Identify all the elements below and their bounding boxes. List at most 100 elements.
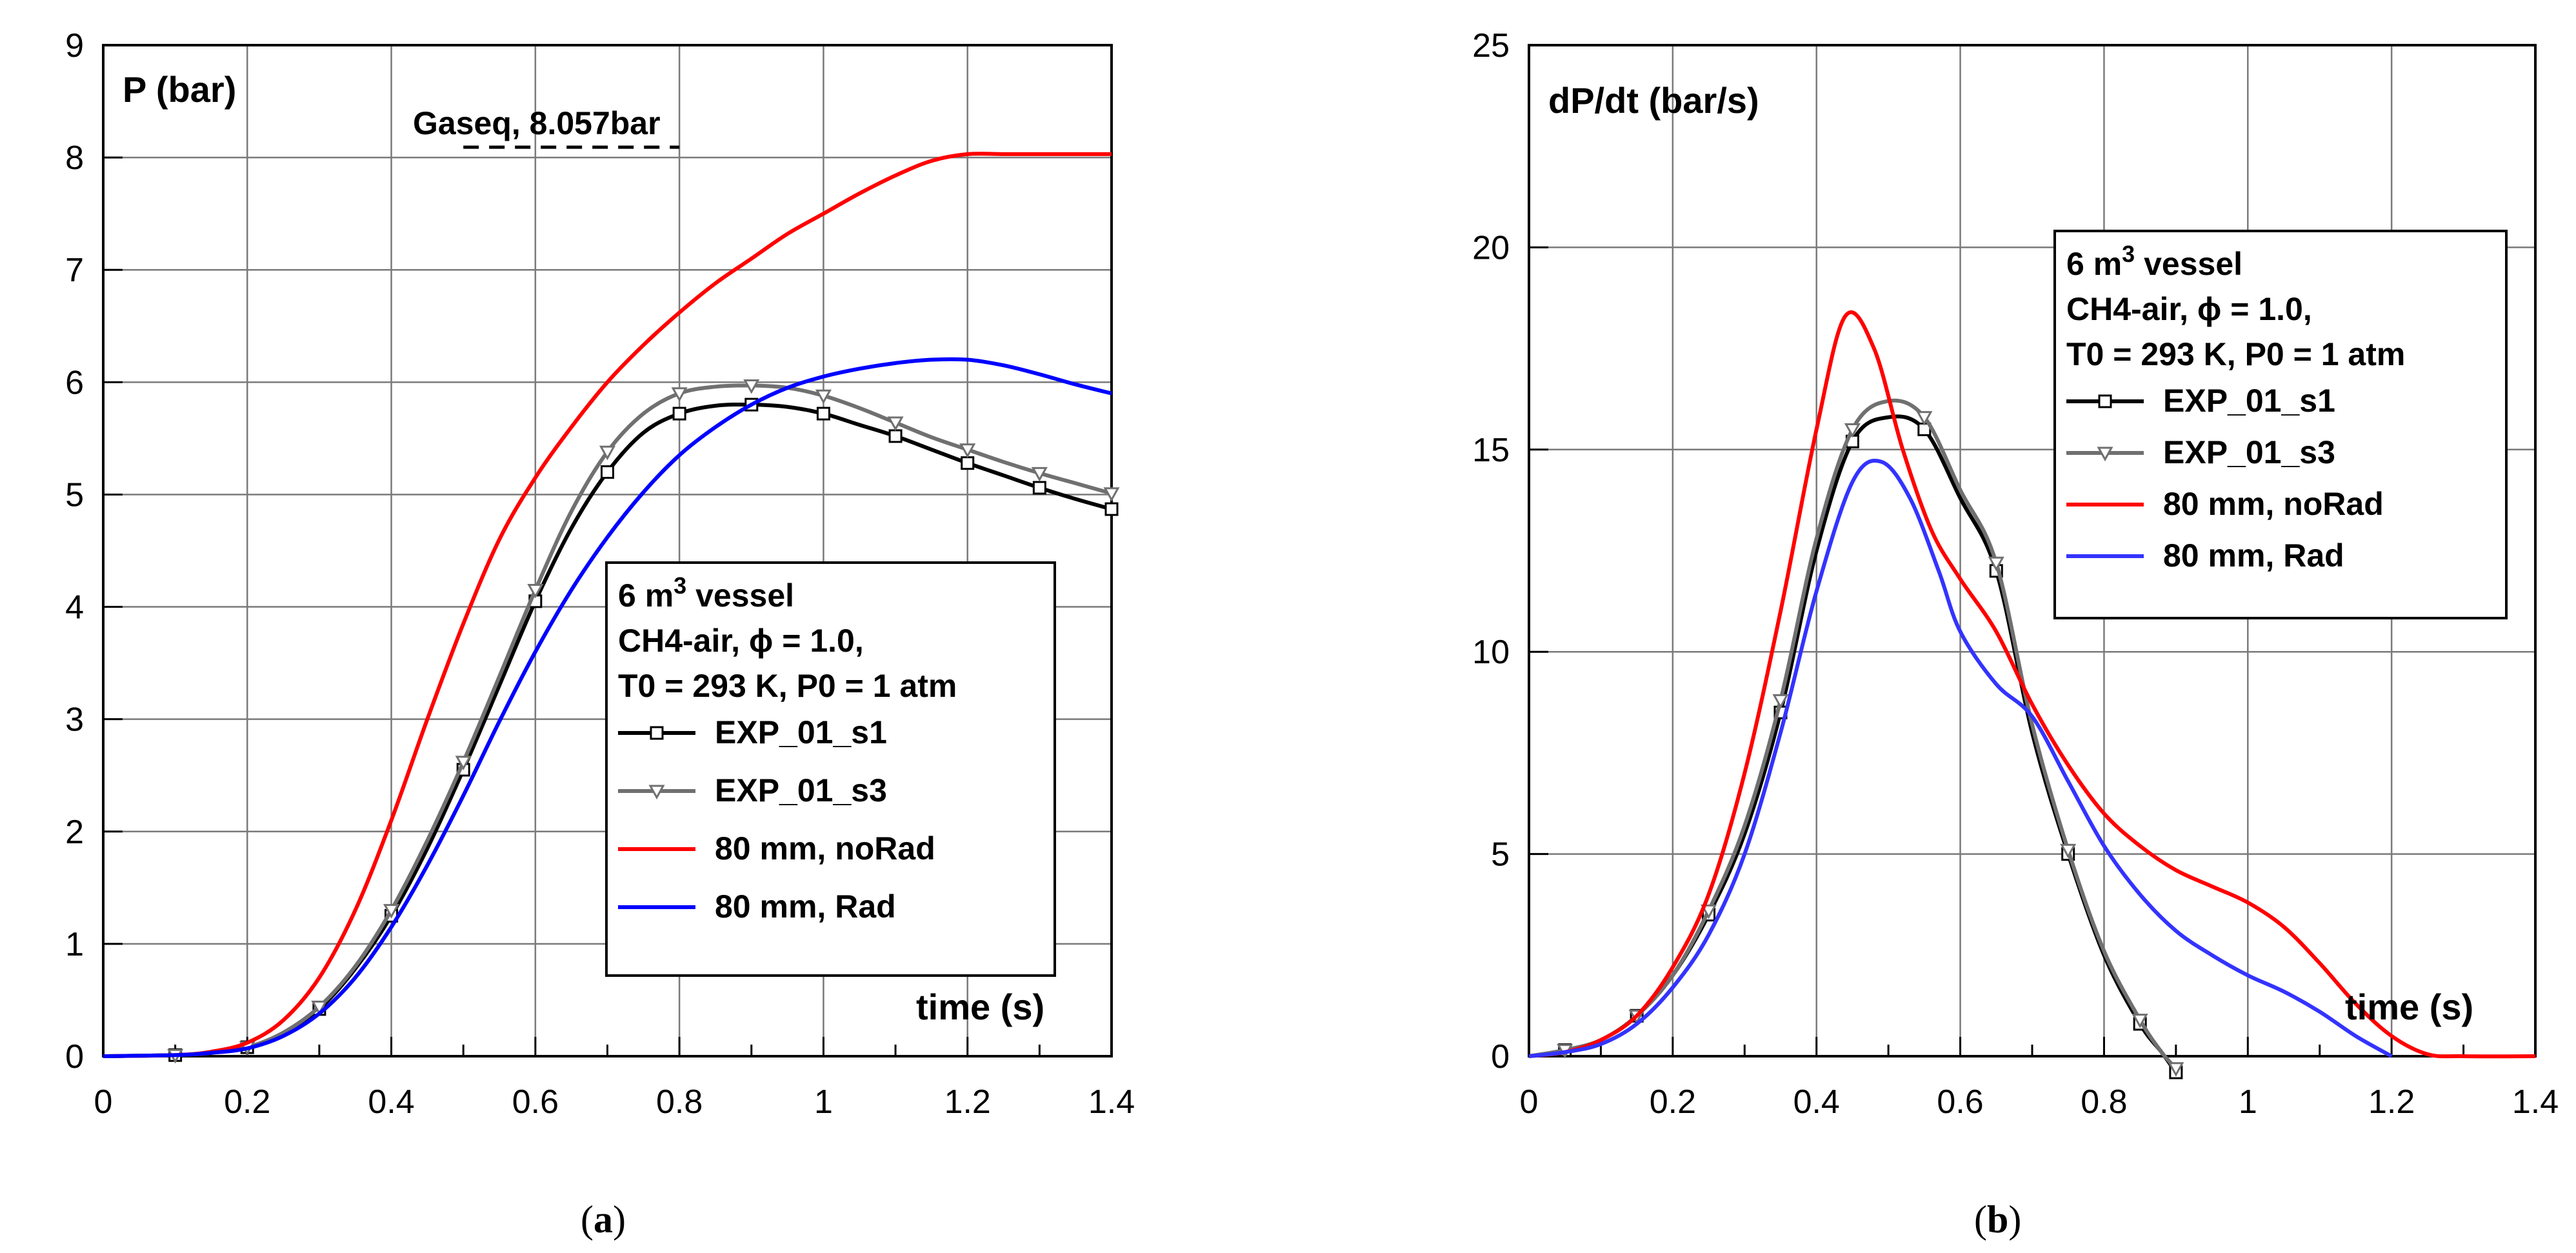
b-legend: 6 m3 vessel CH4-air, ϕ = 1.0, T0 = 293 K… xyxy=(2053,230,2508,619)
a-x-tick-label: 0 xyxy=(94,1083,113,1121)
b-legend-marker-exp-01-s1 xyxy=(2098,394,2112,408)
a-marker-exp-01-s3 xyxy=(311,1000,328,1016)
a-marker-exp-01-s1 xyxy=(1104,502,1119,516)
b-y-tick-label: 10 xyxy=(1472,634,1510,671)
b-x-tick-label: 0.6 xyxy=(1937,1083,1983,1121)
a-marker-exp-01-s1 xyxy=(888,429,903,443)
b-x-tick-label: 0 xyxy=(1520,1083,1539,1121)
b-marker-exp-01-s3 xyxy=(1772,694,1789,709)
a-marker-exp-01-s3 xyxy=(383,904,400,919)
a-marker-exp-01-s3 xyxy=(599,445,616,461)
a-x-tick-label: 0.8 xyxy=(656,1083,703,1121)
b-caption: (b) xyxy=(1974,1198,2021,1241)
a-y-axis-title: P (bar) xyxy=(123,69,236,110)
a-y-tick-label: 1 xyxy=(65,926,84,963)
a-y-tick-label: 8 xyxy=(65,139,84,177)
a-marker-exp-01-s1 xyxy=(672,406,686,421)
b-legend-box xyxy=(2053,230,2508,619)
a-series-group xyxy=(103,152,1120,1064)
a-marker-exp-01-s3 xyxy=(959,443,976,458)
a-x-tick-label: 1.4 xyxy=(1088,1083,1135,1121)
b-y-tick-label: 0 xyxy=(1491,1038,1510,1076)
b-x-tick-label: 1.4 xyxy=(2512,1083,2559,1121)
a-y-tick-label: 0 xyxy=(65,1038,84,1076)
a-y-tick-labels: 0 1 2 3 4 5 6 7 8 9 xyxy=(65,27,84,1076)
a-marker-exp-01-s1 xyxy=(961,456,975,470)
a-legend: 6 m3 vessel CH4-air, ϕ = 1.0, T0 = 293 K… xyxy=(605,561,1056,977)
a-y-tick-label: 2 xyxy=(65,814,84,851)
b-marker-exp-01-s3 xyxy=(1988,556,2004,572)
b-marker-exp-01-s3 xyxy=(2060,843,2077,859)
panel-a: 0 0.2 0.4 0.6 0.8 1 1.2 1.4 0 1 2 3 4 5 6 7 8 9 Gaseq, 8… xyxy=(65,27,1135,1241)
a-y-tick-label: 9 xyxy=(65,27,84,65)
b-y-axis-title: dP/dt (bar/s) xyxy=(1548,80,1759,121)
a-legend-label-exp-01-s1: EXP_01_s1 xyxy=(715,714,887,750)
b-y-tick-label: 20 xyxy=(1472,229,1510,266)
b-legend-entries: EXP_01_s1 EXP_01_s3 80 mm, noRad 80 mm, Rad xyxy=(2066,383,2384,574)
b-legend-label-80-mm-norad: 80 mm, noRad xyxy=(2163,486,2384,522)
a-series-line-exp-01-s3 xyxy=(103,383,1112,1058)
b-legend-marker-exp-01-s3 xyxy=(2097,446,2113,462)
a-x-tick-label: 1 xyxy=(814,1083,833,1121)
a-x-axis-title: time (s) xyxy=(916,987,1044,1027)
a-gaseq-annotation: Gaseq, 8.057bar xyxy=(413,105,661,141)
b-x-tick-label: 1.2 xyxy=(2368,1083,2415,1121)
b-series-line-80-mm-rad xyxy=(1528,459,2393,1058)
a-series-line-80-mm-rad xyxy=(103,357,1112,1058)
a-legend-label-80-mm-rad: 80 mm, Rad xyxy=(715,888,896,925)
a-y-tick-label: 4 xyxy=(65,589,84,626)
a-marker-exp-01-s1 xyxy=(1032,481,1046,495)
b-y-tick-labels: 0 5 10 15 20 25 xyxy=(1472,27,1510,1076)
a-y-tick-label: 6 xyxy=(65,364,84,401)
b-marker-exp-01-s3 xyxy=(2168,1062,2184,1077)
b-marker-exp-01-s3 xyxy=(2132,1014,2148,1028)
a-x-tick-label: 0.2 xyxy=(224,1083,270,1121)
b-legend-conditions: T0 = 293 K, P0 = 1 atm xyxy=(2066,336,2405,372)
a-legend-entries: EXP_01_s1 EXP_01_s3 80 mm, noRad 80 mm, Rad xyxy=(618,714,935,925)
b-x-tick-labels: 0 0.2 0.4 0.6 0.8 1 1.2 1.4 xyxy=(1520,1083,2559,1121)
a-legend-label-exp-01-s3: EXP_01_s3 xyxy=(715,772,887,808)
b-x-axis-title: time (s) xyxy=(2345,987,2473,1027)
b-legend-label-exp-01-s3: EXP_01_s3 xyxy=(2163,434,2335,470)
a-marker-exp-01-s3 xyxy=(455,756,472,770)
a-y-tick-label: 7 xyxy=(65,252,84,289)
a-legend-marker-exp-01-s3 xyxy=(648,785,665,800)
b-marker-exp-01-s3 xyxy=(1701,904,1717,919)
a-legend-marker-exp-01-s1 xyxy=(650,726,664,740)
b-legend-label-exp-01-s1: EXP_01_s1 xyxy=(2163,383,2335,419)
a-y-tick-label: 5 xyxy=(65,476,84,514)
b-tick-marks xyxy=(1528,44,2537,1058)
b-marker-exp-01-s3 xyxy=(1916,411,1933,426)
a-marker-exp-01-s3 xyxy=(671,387,688,402)
b-legend-fuel: CH4-air, ϕ = 1.0, xyxy=(2066,291,2312,327)
a-marker-exp-01-s3 xyxy=(887,416,904,432)
a-x-tick-label: 0.6 xyxy=(512,1083,559,1121)
b-y-tick-label: 5 xyxy=(1491,836,1510,874)
a-caption: (a) xyxy=(581,1198,626,1241)
b-x-tick-label: 0.4 xyxy=(1793,1083,1840,1121)
a-y-tick-label: 3 xyxy=(65,701,84,739)
a-x-tick-label: 0.4 xyxy=(368,1083,414,1121)
a-legend-conditions: T0 = 293 K, P0 = 1 atm xyxy=(618,668,957,704)
panel-b: 0 0.2 0.4 0.6 0.8 1 1.2 1.4 0 5 10 15 20 25 dP/dt (b… xyxy=(1472,27,2559,1241)
a-marker-exp-01-s1 xyxy=(601,465,614,479)
a-marker-exp-01-s3 xyxy=(1103,487,1120,502)
b-legend-title: 6 m3 vessel xyxy=(2066,241,2242,282)
b-legend-label-80-mm-rad: 80 mm, Rad xyxy=(2163,537,2344,574)
a-marker-exp-01-s3 xyxy=(527,583,544,599)
a-legend-title: 6 m3 vessel xyxy=(618,572,794,614)
a-marker-exp-01-s3 xyxy=(1031,466,1048,482)
a-marker-exp-01-s3 xyxy=(743,379,760,394)
a-marker-exp-01-s3 xyxy=(815,389,832,405)
b-series-group xyxy=(1528,310,2536,1079)
a-series-line-80-mm-norad xyxy=(103,152,1112,1058)
b-x-tick-label: 1 xyxy=(2239,1083,2257,1121)
b-series-line-80-mm-norad xyxy=(1528,310,2536,1059)
b-marker-exp-01-s3 xyxy=(1844,423,1861,438)
b-series-line-exp-01-s3 xyxy=(1528,398,2178,1070)
b-y-tick-label: 25 xyxy=(1472,27,1510,65)
b-y-tick-label: 15 xyxy=(1472,432,1510,469)
a-legend-fuel: CH4-air, ϕ = 1.0, xyxy=(618,623,864,659)
a-x-tick-labels: 0 0.2 0.4 0.6 0.8 1 1.2 1.4 xyxy=(94,1083,1135,1121)
